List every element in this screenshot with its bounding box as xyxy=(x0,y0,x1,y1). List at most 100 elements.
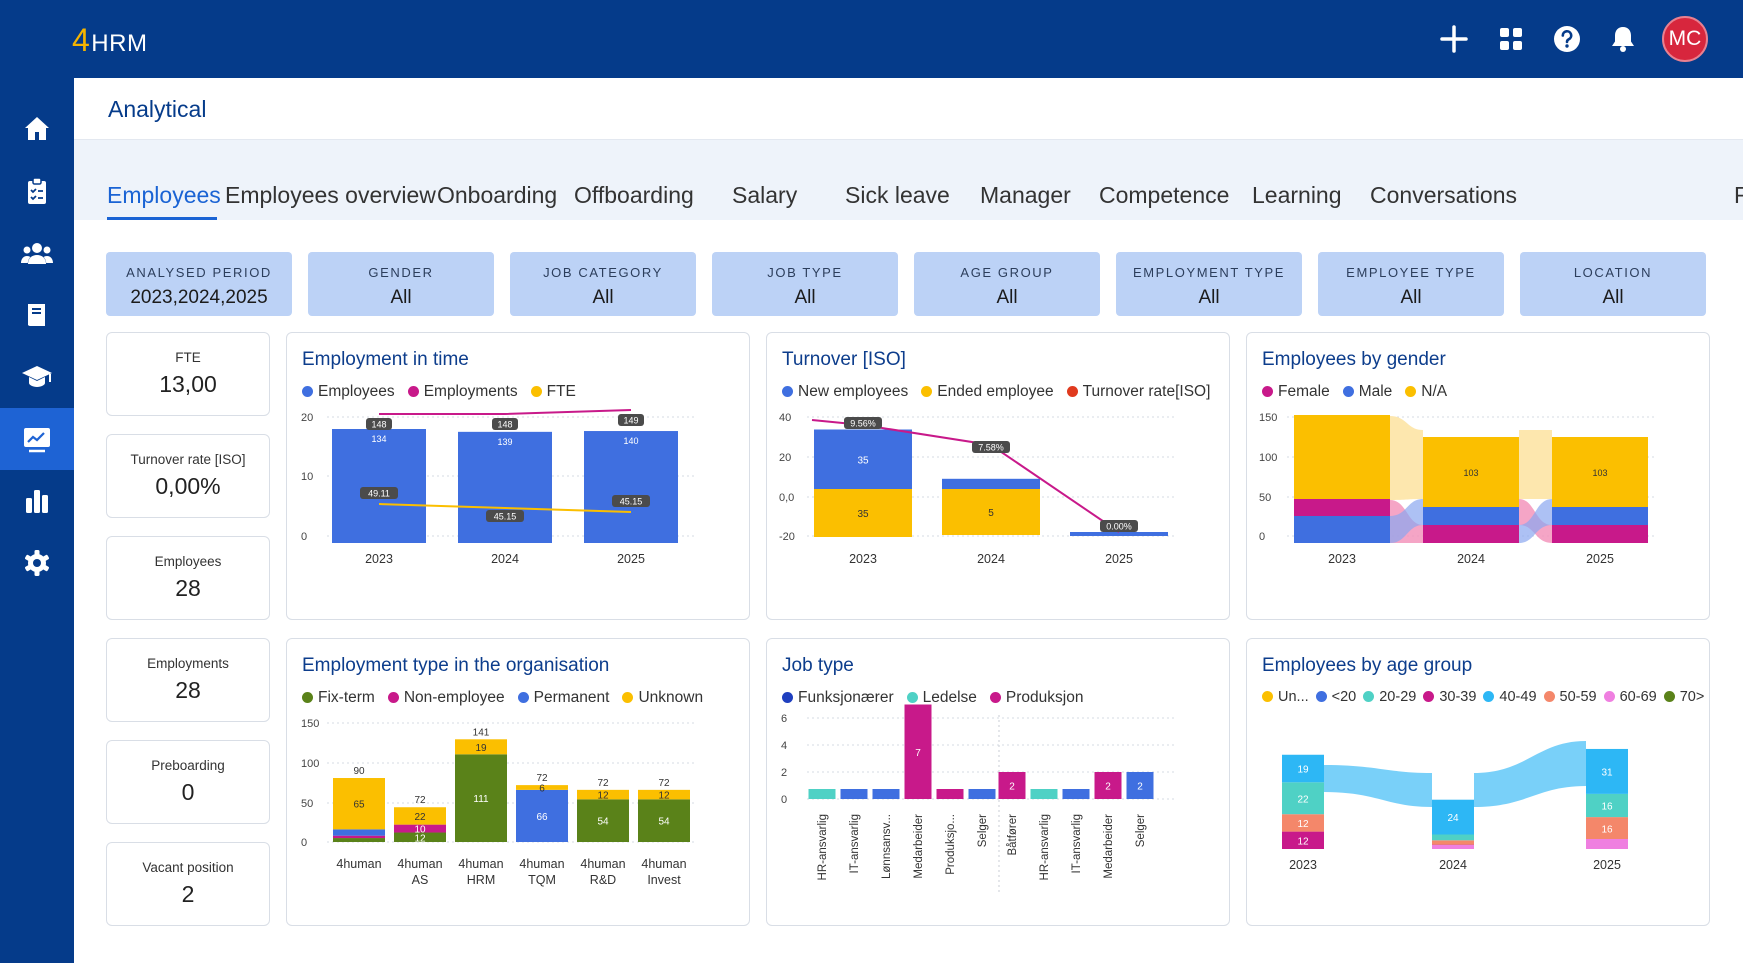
y-tick-label: 0 xyxy=(301,531,307,543)
legend-item[interactable]: Employees xyxy=(302,383,395,400)
sidebar-item-people[interactable] xyxy=(0,222,74,284)
bell-icon[interactable] xyxy=(1606,22,1640,56)
chart-title: Employees by age group xyxy=(1262,655,1473,676)
help-icon[interactable] xyxy=(1550,22,1584,56)
tab-competence[interactable]: Competence xyxy=(1099,182,1230,208)
legend-item[interactable]: Female xyxy=(1262,383,1330,400)
data-label: 148 xyxy=(371,420,386,430)
y-tick-label: 10 xyxy=(301,471,313,483)
legend-item[interactable]: 60-69 xyxy=(1603,689,1657,705)
kpi-employments: Employments 28 xyxy=(106,638,270,722)
x-tick-label: 4human xyxy=(458,857,503,871)
bar-job-type xyxy=(968,789,996,799)
tab-offboarding[interactable]: Offboarding xyxy=(574,182,694,208)
legend-item[interactable]: Funksjonærer xyxy=(782,689,894,706)
legend-item[interactable]: Un... xyxy=(1262,689,1309,705)
x-tick-label: 4human xyxy=(641,857,686,871)
data-label: 139 xyxy=(497,437,512,447)
data-label: 12 xyxy=(597,791,609,802)
legend-item[interactable]: Employments xyxy=(407,383,518,400)
data-label: 5 xyxy=(988,508,994,519)
legend-item[interactable]: Permanent xyxy=(517,689,609,706)
data-label-bg xyxy=(360,487,398,499)
legend-item[interactable]: 70> xyxy=(1663,689,1704,705)
filter-analysed-period[interactable]: ANALYSED PERIOD 2023,2024,2025 xyxy=(106,252,292,316)
y-tick-label: 100 xyxy=(1259,452,1277,464)
legend-item[interactable]: Non-employee xyxy=(387,689,505,706)
filter-gender[interactable]: GENDER All xyxy=(308,252,494,316)
sidebar-item-documents[interactable] xyxy=(0,284,74,346)
filter-job-type[interactable]: JOB TYPE All xyxy=(712,252,898,316)
x-tick-label: 4human xyxy=(397,857,442,871)
bar-non-employee xyxy=(333,835,385,839)
legend-item[interactable]: 50-59 xyxy=(1543,689,1597,705)
card-employees-by-age-group: Employees by age group Un... <20 20-29 30-3… xyxy=(1246,638,1710,926)
sidebar-item-settings[interactable] xyxy=(0,532,74,594)
filter-location[interactable]: LOCATION All xyxy=(1520,252,1706,316)
tab-sick-leave[interactable]: Sick leave xyxy=(845,182,950,208)
chart-legend: New employees Ended employee Turnover rate… xyxy=(782,383,1223,401)
tab-learning[interactable]: Learning xyxy=(1252,182,1342,208)
bar-age-40-49 xyxy=(1432,799,1474,835)
filter-employee-type[interactable]: EMPLOYEE TYPE All xyxy=(1318,252,1504,316)
legend-item[interactable]: Unknown xyxy=(622,689,703,706)
kpi-vacant-position: Vacant position 2 xyxy=(106,842,270,926)
legend-item[interactable]: FTE xyxy=(530,383,576,400)
legend-item[interactable]: New employees xyxy=(782,383,908,400)
x-tick-label: IT-ansvarlig xyxy=(1071,814,1083,873)
bar-ended-employee xyxy=(942,489,1040,535)
user-avatar[interactable]: MC xyxy=(1662,16,1708,62)
sidebar-item-learning[interactable] xyxy=(0,346,74,408)
bar-employees xyxy=(332,429,426,543)
chart-employees-by-age-group: 12 12 22 19 24 16 16 31 2023 2024 2025 xyxy=(1282,741,1628,872)
kpi-turnover-rate: Turnover rate [ISO] 0,00% xyxy=(106,434,270,518)
data-label: 103 xyxy=(1463,468,1478,478)
legend-item[interactable]: Fix-term xyxy=(302,689,375,706)
x-tick-label: Medarbeider xyxy=(1103,814,1115,879)
bar-fix-term xyxy=(577,799,629,842)
data-label: 103 xyxy=(1592,468,1607,478)
legend-item[interactable]: 30-39 xyxy=(1423,689,1476,705)
bar-employees xyxy=(584,431,678,543)
legend-item[interactable]: Turnover rate[ISO] xyxy=(1066,383,1210,400)
tab-salary[interactable]: Salary xyxy=(732,182,798,208)
chart-legend: Fix-term Non-employee Permanent Unknown xyxy=(302,689,716,707)
legend-item[interactable]: Male xyxy=(1342,383,1392,400)
plus-icon[interactable] xyxy=(1437,22,1471,56)
legend-item[interactable]: N/A xyxy=(1405,383,1447,400)
y-tick-label: 50 xyxy=(301,798,313,810)
filter-employment-type[interactable]: EMPLOYMENT TYPE All xyxy=(1116,252,1302,316)
sidebar-item-analytics[interactable] xyxy=(0,408,74,470)
data-label-bg xyxy=(618,414,644,426)
tab-overflow[interactable]: F xyxy=(1734,182,1743,208)
sidebar-item-home[interactable] xyxy=(0,98,74,160)
apps-grid-icon[interactable] xyxy=(1494,22,1528,56)
legend-item[interactable]: 20-29 xyxy=(1363,689,1416,705)
tab-conversations[interactable]: Conversations xyxy=(1370,182,1518,208)
x-tick-label: 2024 xyxy=(491,552,519,566)
bar-job-type xyxy=(1126,772,1154,799)
legend-item[interactable]: Ended employee xyxy=(921,383,1054,400)
app-logo[interactable]: 4HRM xyxy=(72,22,148,58)
tab-manager[interactable]: Manager xyxy=(980,182,1071,208)
legend-item[interactable]: Produksjon xyxy=(989,689,1083,706)
sidebar-item-tasks[interactable] xyxy=(0,160,74,222)
legend-item[interactable]: 40-49 xyxy=(1483,689,1537,705)
x-tick-label: Lønnsansv... xyxy=(881,814,893,879)
y-tick-label: 150 xyxy=(301,718,319,730)
data-label: 16 xyxy=(1601,802,1613,813)
bar-na xyxy=(1423,437,1519,507)
data-label: 16 xyxy=(1601,825,1613,836)
bar-job-type xyxy=(1094,772,1122,799)
filter-age-group[interactable]: AGE GROUP All xyxy=(914,252,1100,316)
sidebar-item-reports[interactable] xyxy=(0,470,74,532)
tab-employees-overview[interactable]: Employees overview xyxy=(225,182,436,208)
tab-employees[interactable]: Employees xyxy=(107,182,221,208)
legend-item[interactable]: <20 xyxy=(1315,689,1356,705)
tab-onboarding[interactable]: Onboarding xyxy=(437,182,558,208)
data-label: 0.00% xyxy=(1106,522,1132,532)
data-label: 31 xyxy=(1601,767,1613,778)
bar-male xyxy=(1423,507,1519,525)
legend-item[interactable]: Ledelse xyxy=(906,689,977,706)
filter-job-category[interactable]: JOB CATEGORY All xyxy=(510,252,696,316)
